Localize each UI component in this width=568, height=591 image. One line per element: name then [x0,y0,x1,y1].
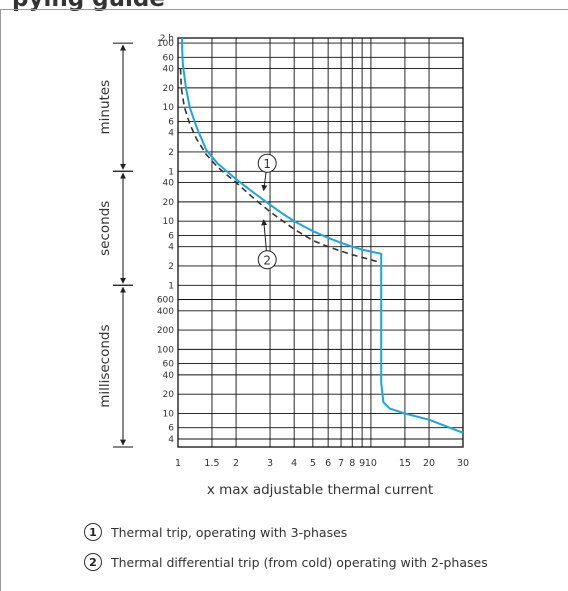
y-tick-label: 20 [163,198,175,208]
callout-circle-1 [257,153,277,173]
callout-circle-2 [257,250,277,270]
callout-label-2: 2 [263,253,271,267]
x-tick-label: 5 [310,458,316,469]
y-tick-label: 2 [168,262,174,272]
x-tick-label: 8 [349,458,355,469]
x-tick-label: 30 [457,458,469,469]
y-tick-label: 100 [157,345,174,355]
legend-item-1: 1 Thermal trip, operating with 3-phases [84,521,347,543]
range-label-minutes: minutes [97,80,113,135]
y-tick-label: 40 [163,65,175,75]
range-label-seconds: seconds [97,201,113,256]
callout-arrow-1 [261,172,268,192]
x-tick-label: 9 [359,458,365,469]
y-tick-label: 100 [157,39,174,49]
y-tick-label: 200 [157,326,174,336]
y-tick-label: 4 [168,243,174,253]
y-tick-label: 2 h [160,34,174,44]
y-tick-label: 10 [163,103,175,113]
trip-curve-1 [181,38,464,434]
y-tick-label: 400 [157,307,174,317]
callout-label-1: 1 [263,157,271,171]
x-tick-label: 7 [338,458,344,469]
range-label-milliseconds: milliseconds [97,324,113,407]
x-tick-label: 1.5 [204,458,219,469]
y-tick-label: 40 [163,371,175,381]
y-tick-label: 60 [163,53,175,63]
legend-badge: 2 [84,553,102,571]
x-tick-label: 6 [325,458,331,469]
x-tick-label: 20 [423,458,435,469]
y-tick-label: 1 [168,281,174,291]
callout-arrow-2 [261,219,268,251]
y-tick-label: 10 [163,409,175,419]
legend-item-2: 2 Thermal differential trip (from cold) o… [84,551,488,573]
y-tick-label: 20 [163,84,175,94]
x-tick-label: 10 [365,458,377,469]
x-tick-label: 2 [233,458,239,469]
y-tick-label: 6 [168,117,174,127]
y-tick-label: 40 [163,179,175,189]
y-tick-label: 1 [168,167,174,177]
legend-text: Thermal differential trip (from cold) op… [111,554,488,570]
y-tick-label: 10 [163,217,175,227]
y-tick-label: 60 [163,360,175,370]
x-tick-label: 4 [291,458,297,469]
plot-frame [177,37,464,448]
y-tick-label: 4 [168,435,174,445]
y-tick-label: 6 [168,424,174,434]
y-tick-label: 20 [163,390,175,400]
x-tick-label: 15 [399,458,411,469]
y-tick-label: 6 [168,231,174,241]
trip-curve-2 [179,68,380,263]
x-axis-label: x max adjustable thermal current [207,482,433,498]
x-tick-label: 1 [175,458,181,469]
figure-frame [0,9,568,591]
y-tick-label: 2 [168,148,174,158]
y-tick-label: 600 [157,295,174,305]
x-tick-label: 3 [267,458,273,469]
legend-text: Thermal trip, operating with 3-phases [111,524,348,540]
legend-badge: 1 [84,523,102,541]
y-tick-label: 4 [168,129,174,139]
